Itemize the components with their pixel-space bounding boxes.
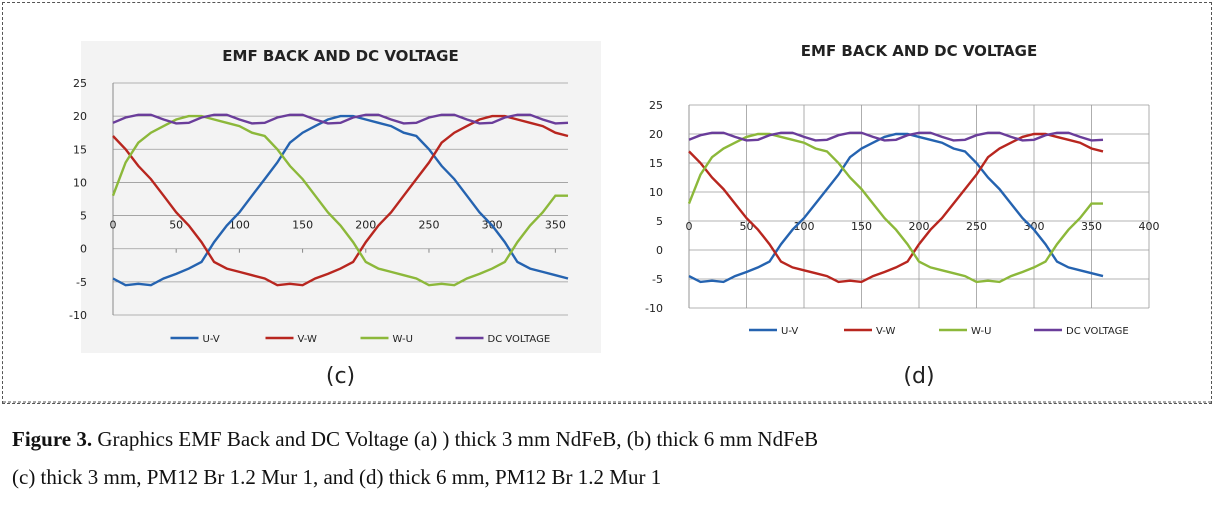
- legend-label: W-U: [393, 334, 413, 345]
- y-tick-label: -10: [645, 302, 663, 315]
- x-tick-label: 250: [418, 219, 439, 232]
- y-tick-label: -5: [76, 276, 87, 289]
- caption-text: Graphics EMF Back and DC Voltage (a) ) t…: [92, 427, 819, 451]
- y-tick-label: 5: [80, 210, 87, 223]
- x-tick-label: 200: [909, 220, 930, 233]
- series-line: [688, 131, 1104, 142]
- y-tick-label: 0: [656, 244, 663, 257]
- figure-frame: EMF BACK AND DC VOLTAGE -10 -5 0 5 10 15 20 25 0 5…: [2, 2, 1212, 404]
- series-line: [112, 113, 569, 125]
- chart-title: EMF BACK AND DC VOLTAGE: [801, 42, 1037, 60]
- series-line: [112, 114, 569, 287]
- y-tick-label: 10: [73, 176, 87, 189]
- panel-label: (d): [903, 364, 934, 389]
- chart-title: EMF BACK AND DC VOLTAGE: [222, 47, 458, 65]
- y-tick-label: 15: [649, 157, 663, 170]
- legend-label: W-U: [971, 326, 991, 337]
- x-tick-label: 150: [292, 219, 313, 232]
- caption: Figure 3. Graphics EMF Back and DC Volta…: [12, 420, 818, 496]
- x-tick-label: 350: [545, 219, 566, 232]
- y-tick-label: -5: [652, 273, 663, 286]
- series-line: [688, 132, 1104, 284]
- x-tick-label: 250: [966, 220, 987, 233]
- legend-label: U-V: [781, 326, 798, 337]
- y-tick-label: 0: [80, 243, 87, 256]
- caption-line: (c) thick 3 mm, PM12 Br 1.2 Mur 1, and (…: [12, 465, 662, 489]
- x-tick-label: 200: [355, 219, 376, 232]
- series-line: [112, 114, 569, 287]
- series-line: [688, 132, 1104, 284]
- legend-label: V-W: [298, 334, 317, 345]
- x-tick-label: 350: [1081, 220, 1102, 233]
- x-tick-label: 400: [1139, 220, 1160, 233]
- x-tick-label: 100: [229, 219, 250, 232]
- x-tick-label: 0: [686, 220, 693, 233]
- legend-label: DC VOLTAGE: [488, 334, 551, 345]
- panel-label: (c): [326, 364, 355, 389]
- x-tick-label: 50: [169, 219, 183, 232]
- series-line: [111, 114, 568, 287]
- legend-label: U-V: [203, 334, 220, 345]
- legend-label: DC VOLTAGE: [1066, 326, 1129, 337]
- y-tick-label: 25: [649, 99, 663, 112]
- y-tick-label: 20: [73, 110, 87, 123]
- legend-label: V-W: [876, 326, 895, 337]
- y-tick-label: 10: [649, 186, 663, 199]
- series-line: [687, 132, 1103, 284]
- caption-label: Figure 3.: [12, 427, 93, 451]
- y-tick-label: 20: [649, 128, 663, 141]
- y-tick-label: 5: [656, 215, 663, 228]
- x-tick-label: 150: [851, 220, 872, 233]
- y-tick-label: 15: [73, 143, 87, 156]
- x-tick-label: 0: [110, 219, 117, 232]
- y-tick-label: 25: [73, 77, 87, 90]
- caption-line: Figure 3. Graphics EMF Back and DC Volta…: [12, 420, 818, 458]
- y-tick-label: -10: [69, 309, 87, 322]
- chart-background: [81, 41, 601, 353]
